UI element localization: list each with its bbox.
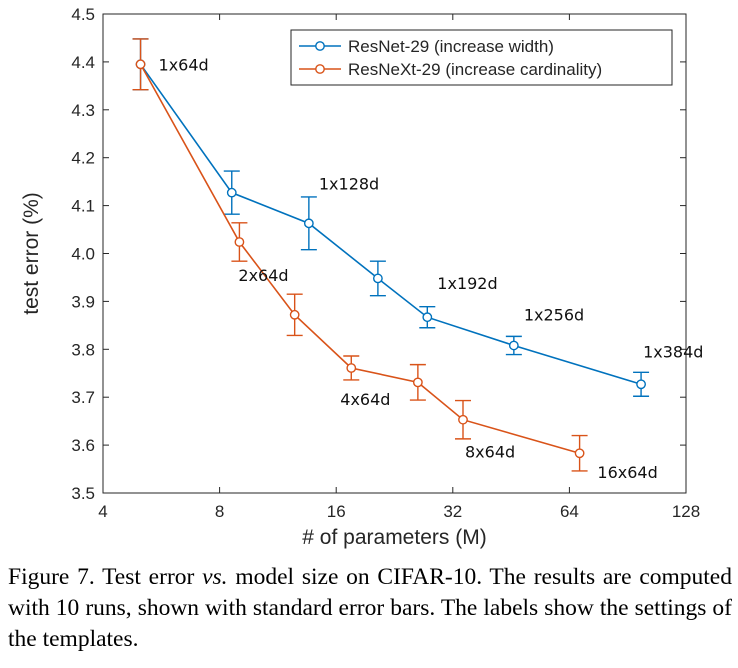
series-layer bbox=[132, 38, 650, 472]
legend: ResNet-29 (increase width) ResNeXt-29 (in… bbox=[290, 29, 673, 86]
x-tick-label: 4 bbox=[98, 502, 107, 521]
y-axis-title: test error (%) bbox=[20, 192, 43, 315]
x-tick-label: 8 bbox=[215, 502, 224, 521]
x-tick-label: 64 bbox=[560, 502, 579, 521]
data-label: 8x64d bbox=[465, 443, 515, 462]
x-tick-label: 32 bbox=[443, 502, 462, 521]
data-point bbox=[234, 237, 245, 247]
y-tick-label: 4.2 bbox=[71, 149, 95, 168]
data-point bbox=[412, 377, 423, 388]
y-tick-label: 4.5 bbox=[71, 5, 95, 24]
x-tick-label: 16 bbox=[327, 502, 346, 521]
data-label: 1x256d bbox=[524, 305, 584, 324]
data-label: 1x128d bbox=[319, 174, 379, 193]
legend-entry: ResNeXt-29 (increase cardinality) bbox=[348, 60, 602, 79]
data-label: 4x64d bbox=[340, 390, 390, 409]
y-tick-label: 4.4 bbox=[71, 53, 95, 72]
data-point bbox=[372, 273, 383, 284]
series-line bbox=[139, 63, 642, 386]
data-point bbox=[422, 312, 433, 323]
data-label: 16x64d bbox=[597, 463, 657, 482]
data-label: 1x64d bbox=[159, 55, 209, 74]
plot-frame bbox=[102, 13, 687, 494]
data-labels: 1x64d 1x128d 1x192d 1x256d 1x384d 2x64d 4x64d 8… bbox=[159, 55, 704, 482]
data-label: 1x192d bbox=[437, 274, 497, 293]
chart: 4 8 16 32 64 128 3.5 3.6 3.7 3.8 3.9 4.0 4.1 4.2 4.3 4.… bbox=[20, 5, 704, 549]
caption-suffix: model size on CIFAR-10. The results are … bbox=[8, 564, 732, 652]
y-tick-label: 3.7 bbox=[71, 388, 95, 407]
y-tick-label: 4.3 bbox=[71, 101, 95, 120]
data-point bbox=[289, 309, 300, 320]
data-point bbox=[346, 363, 357, 373]
caption-prefix: Figure 7. Test error bbox=[8, 564, 203, 590]
data-label: 1x384d bbox=[643, 342, 703, 361]
y-tick-label: 3.9 bbox=[71, 292, 95, 311]
data-point bbox=[636, 379, 646, 390]
legend-marker bbox=[315, 64, 325, 74]
legend-entry: ResNet-29 (increase width) bbox=[348, 37, 554, 56]
legend-box bbox=[290, 29, 673, 86]
x-tick-label: 128 bbox=[672, 502, 700, 521]
data-point bbox=[458, 414, 468, 425]
y-tick-label: 3.5 bbox=[71, 484, 95, 503]
data-point bbox=[574, 448, 585, 459]
y-tick-label: 4.0 bbox=[71, 245, 95, 264]
series-1 bbox=[132, 38, 650, 397]
legend-marker bbox=[315, 41, 325, 51]
y-tick-label: 3.8 bbox=[71, 340, 95, 359]
data-point bbox=[135, 59, 146, 70]
axes-frame: 4 8 16 32 64 128 3.5 3.6 3.7 3.8 3.9 4.0 4.1 4.2 4.3 4.… bbox=[71, 5, 700, 521]
x-axis-title: # of parameters (M) bbox=[302, 526, 486, 549]
data-point bbox=[508, 340, 519, 351]
y-tick-label: 4.1 bbox=[71, 197, 95, 216]
y-tick-label: 3.6 bbox=[71, 436, 95, 455]
data-label: 2x64d bbox=[238, 266, 288, 285]
caption-emphasis: vs. bbox=[202, 564, 228, 590]
data-point bbox=[303, 218, 314, 229]
figure-caption: Figure 7. Test error vs. model size on C… bbox=[8, 562, 732, 655]
data-point bbox=[226, 187, 237, 198]
series-2 bbox=[132, 38, 588, 472]
